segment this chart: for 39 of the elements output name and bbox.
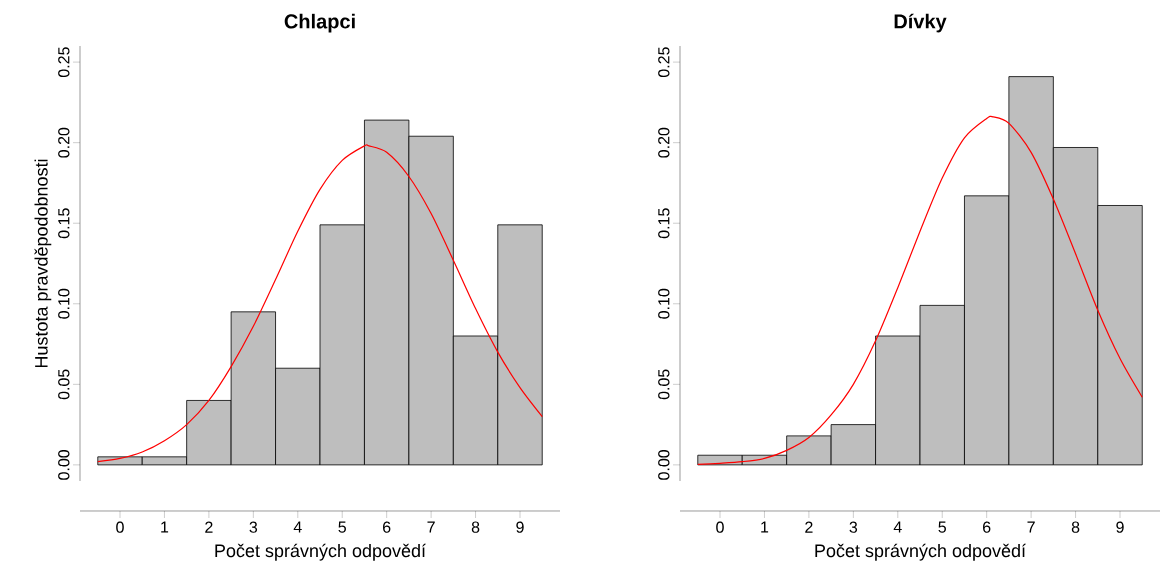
x-tick-label: 4 bbox=[293, 521, 302, 533]
y-tick-label: 0.05 bbox=[58, 369, 70, 400]
chart-title: Dívky bbox=[894, 13, 947, 33]
x-tick-label: 3 bbox=[249, 521, 258, 533]
y-tick-label: 0.10 bbox=[58, 288, 70, 319]
y-tick-label: 0.15 bbox=[58, 208, 70, 239]
x-tick-label: 8 bbox=[1071, 521, 1080, 533]
x-tick-label: 8 bbox=[471, 521, 480, 533]
x-tick-label: 3 bbox=[849, 521, 858, 533]
x-tick-label: 6 bbox=[383, 521, 391, 533]
x-tick-label: 9 bbox=[1116, 521, 1124, 533]
y-tick-label: 0.00 bbox=[658, 449, 670, 480]
y-axis-title: Hustota pravděpodobnosti bbox=[34, 159, 52, 368]
y-tick-label: 0.20 bbox=[658, 127, 670, 158]
line-series bbox=[697, 115, 1143, 466]
y-tick-label: 0.05 bbox=[658, 369, 670, 400]
x-tick-label: 0 bbox=[116, 521, 124, 533]
x-tick-label: 6 bbox=[983, 521, 991, 533]
x-tick-label: 9 bbox=[516, 521, 524, 533]
x-tick-label: 1 bbox=[161, 521, 169, 533]
x-tick-label: 4 bbox=[893, 521, 902, 533]
x-axis-title: Počet správných odpovědí bbox=[215, 543, 426, 561]
x-tick-label: 7 bbox=[1027, 521, 1035, 533]
y-tick-label: 0.00 bbox=[58, 449, 70, 480]
chart-title: Chlapci bbox=[284, 13, 355, 33]
x-tick-label: 7 bbox=[427, 521, 435, 533]
y-tick-label: 0.25 bbox=[58, 47, 70, 78]
line-series bbox=[97, 144, 543, 463]
y-tick-label: 0.10 bbox=[658, 288, 670, 319]
x-axis-title: Počet správných odpovědí bbox=[815, 543, 1026, 561]
x-tick-label: 1 bbox=[761, 521, 769, 533]
y-tick-label: 0.25 bbox=[658, 47, 670, 78]
x-tick-label: 0 bbox=[716, 521, 724, 533]
x-tick-label: 5 bbox=[338, 521, 346, 533]
x-tick-label: 2 bbox=[805, 521, 813, 533]
x-tick-label: 2 bbox=[205, 521, 213, 533]
y-tick-label: 0.15 bbox=[658, 208, 670, 239]
x-tick-label: 5 bbox=[938, 521, 946, 533]
y-tick-label: 0.20 bbox=[58, 127, 70, 158]
